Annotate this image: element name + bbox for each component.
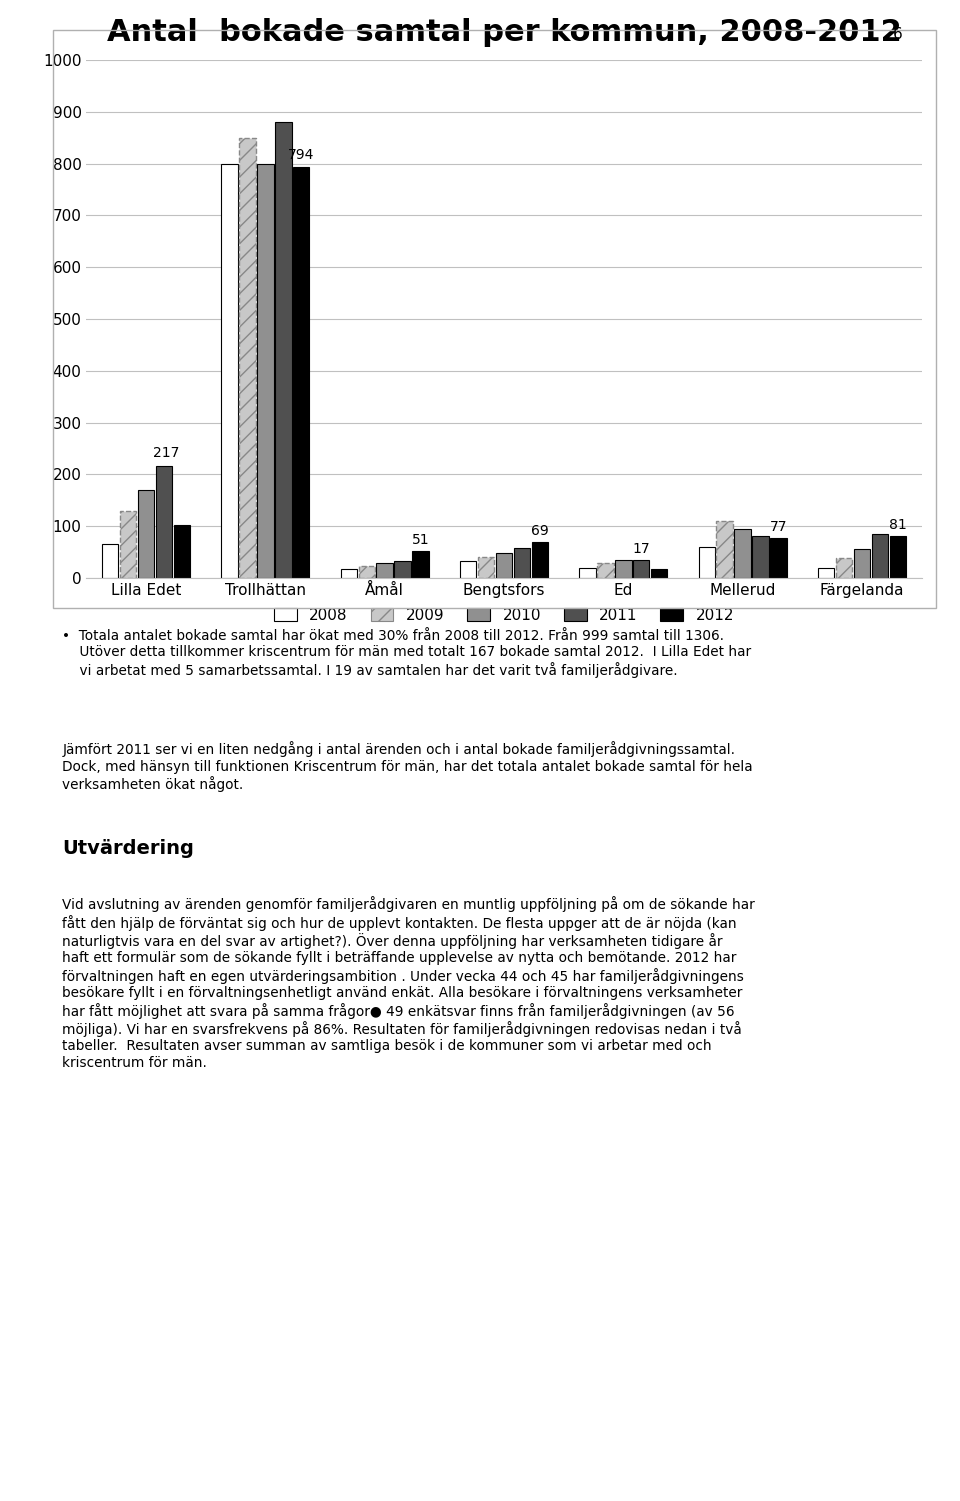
Bar bbox=[395, 561, 411, 578]
Bar bbox=[460, 561, 476, 578]
Title: Antal  bokade samtal per kommun, 2008-2012: Antal bokade samtal per kommun, 2008-201… bbox=[107, 18, 901, 47]
Bar bbox=[770, 537, 786, 578]
Bar bbox=[174, 524, 190, 578]
Bar bbox=[597, 563, 613, 578]
Bar bbox=[102, 545, 118, 578]
Bar bbox=[275, 122, 292, 578]
Text: 17: 17 bbox=[633, 542, 650, 555]
Bar bbox=[836, 558, 852, 578]
Bar bbox=[222, 164, 238, 578]
Bar bbox=[341, 569, 357, 578]
Bar bbox=[853, 549, 870, 578]
Text: 77: 77 bbox=[770, 519, 787, 534]
Text: 794: 794 bbox=[288, 147, 314, 162]
Text: •  Totala antalet bokade samtal har ökat med 30% från 2008 till 2012. Från 999 s: • Totala antalet bokade samtal har ökat … bbox=[62, 629, 752, 677]
Text: 6: 6 bbox=[893, 27, 902, 42]
Bar bbox=[478, 557, 494, 578]
Bar bbox=[615, 560, 632, 578]
Bar bbox=[156, 465, 172, 578]
Bar bbox=[376, 563, 393, 578]
Bar bbox=[818, 567, 834, 578]
Bar bbox=[716, 521, 733, 578]
Bar bbox=[579, 567, 596, 578]
Bar bbox=[753, 536, 769, 578]
Bar bbox=[239, 138, 255, 578]
Bar bbox=[358, 566, 375, 578]
Bar bbox=[872, 534, 888, 578]
Text: 217: 217 bbox=[154, 446, 180, 461]
Bar bbox=[495, 552, 513, 578]
Bar bbox=[734, 528, 751, 578]
Bar bbox=[412, 551, 429, 578]
Text: 81: 81 bbox=[889, 518, 906, 531]
Bar bbox=[257, 164, 274, 578]
Bar bbox=[633, 560, 650, 578]
Text: Vid avslutning av ärenden genomför familjerådgivaren en muntlig uppföljning på o: Vid avslutning av ärenden genomför famil… bbox=[62, 896, 756, 1070]
Bar bbox=[293, 167, 309, 578]
Bar bbox=[138, 489, 155, 578]
Text: Utvärdering: Utvärdering bbox=[62, 839, 194, 859]
Text: 51: 51 bbox=[412, 533, 429, 548]
Bar bbox=[532, 542, 548, 578]
Bar bbox=[120, 510, 136, 578]
Bar bbox=[699, 546, 715, 578]
Bar bbox=[890, 536, 906, 578]
Text: Jämfört 2011 ser vi en liten nedgång i antal ärenden och i antal bokade familjer: Jämfört 2011 ser vi en liten nedgång i a… bbox=[62, 741, 753, 793]
Legend: 2008, 2009, 2010, 2011, 2012: 2008, 2009, 2010, 2011, 2012 bbox=[270, 603, 738, 627]
Bar bbox=[514, 548, 530, 578]
Bar bbox=[651, 569, 667, 578]
Text: 69: 69 bbox=[531, 524, 549, 537]
